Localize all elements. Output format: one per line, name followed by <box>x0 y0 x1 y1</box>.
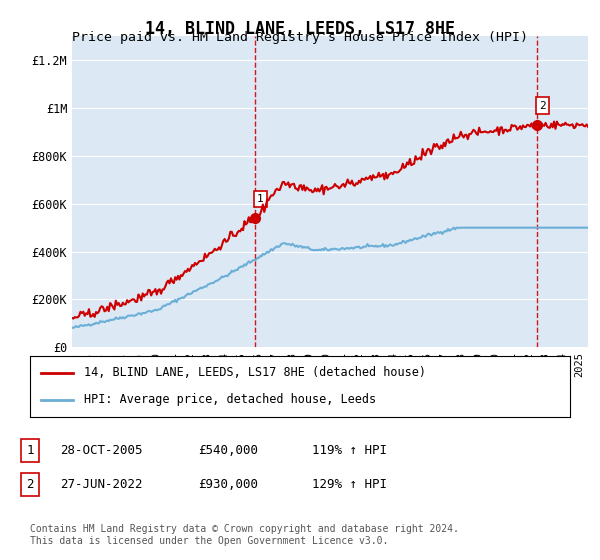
Text: 1: 1 <box>26 444 34 458</box>
Text: £930,000: £930,000 <box>198 478 258 491</box>
Text: 2: 2 <box>26 478 34 491</box>
Text: HPI: Average price, detached house, Leeds: HPI: Average price, detached house, Leed… <box>84 394 376 407</box>
Text: 14, BLIND LANE, LEEDS, LS17 8HE: 14, BLIND LANE, LEEDS, LS17 8HE <box>145 20 455 38</box>
Text: Contains HM Land Registry data © Crown copyright and database right 2024.
This d: Contains HM Land Registry data © Crown c… <box>30 524 459 546</box>
Text: 14, BLIND LANE, LEEDS, LS17 8HE (detached house): 14, BLIND LANE, LEEDS, LS17 8HE (detache… <box>84 366 426 379</box>
Text: 2: 2 <box>539 101 545 111</box>
Text: Price paid vs. HM Land Registry's House Price Index (HPI): Price paid vs. HM Land Registry's House … <box>72 31 528 44</box>
Text: 1: 1 <box>257 194 263 204</box>
Text: 27-JUN-2022: 27-JUN-2022 <box>60 478 143 491</box>
Text: 28-OCT-2005: 28-OCT-2005 <box>60 444 143 458</box>
Text: 119% ↑ HPI: 119% ↑ HPI <box>312 444 387 458</box>
Text: 129% ↑ HPI: 129% ↑ HPI <box>312 478 387 491</box>
Text: £540,000: £540,000 <box>198 444 258 458</box>
